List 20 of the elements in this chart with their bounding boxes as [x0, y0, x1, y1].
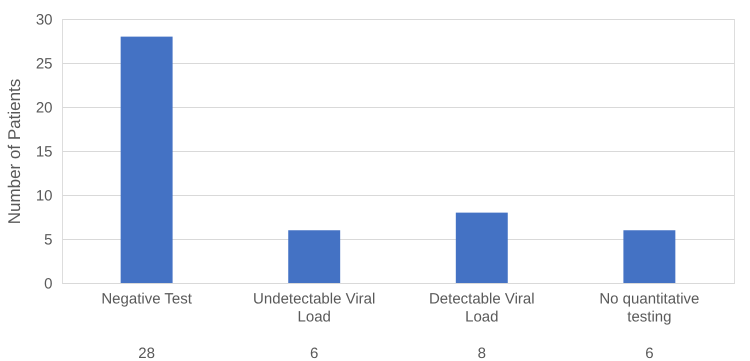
x-tick-label: No quantitative testing — [599, 290, 700, 326]
data-label: 6 — [310, 345, 318, 361]
y-tick-label: 5 — [44, 232, 52, 248]
data-label: 6 — [645, 345, 654, 361]
y-tick-label: 25 — [36, 56, 52, 72]
y-tick-label: 15 — [36, 144, 52, 160]
data-label: 28 — [138, 345, 155, 361]
x-tick-label: Undetectable Viral Load — [253, 290, 376, 326]
y-tick-label: 20 — [36, 100, 52, 116]
data-label: 8 — [478, 345, 486, 361]
bar — [120, 36, 173, 283]
bar — [288, 230, 340, 283]
bar — [456, 212, 508, 283]
y-tick-label: 30 — [36, 12, 52, 28]
x-tick-label: Detectable Viral Load — [428, 290, 535, 326]
x-tick-label: Negative Test — [101, 290, 193, 308]
y-tick-label: 10 — [36, 188, 52, 204]
y-tick-label: 0 — [44, 276, 52, 292]
bar — [623, 230, 676, 283]
y-axis-title: Number of Patients — [4, 78, 24, 224]
